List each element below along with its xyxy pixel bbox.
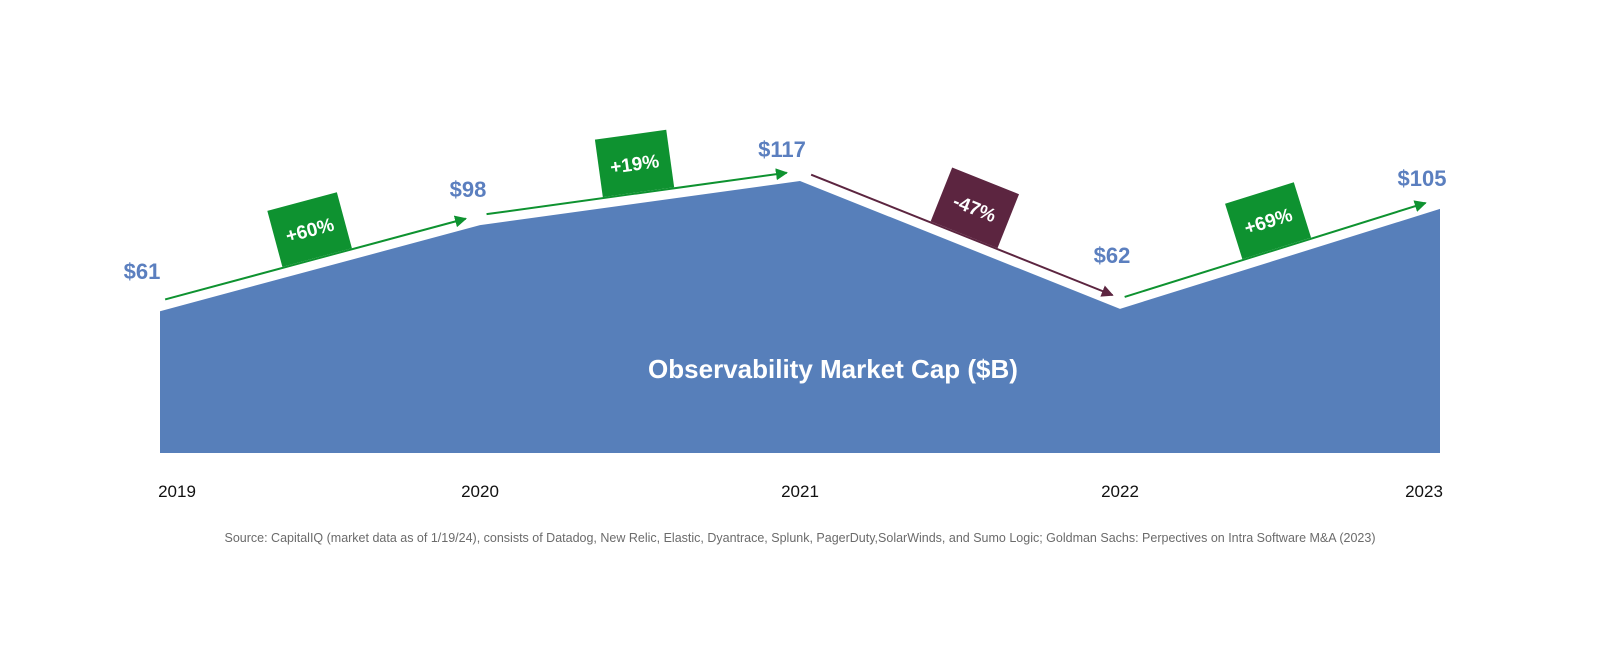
x-tick-2019: 2019 xyxy=(158,482,196,501)
series-title: Observability Market Cap ($B) xyxy=(648,354,1018,384)
change-badge-box xyxy=(594,129,675,198)
change-badge-2: +19% xyxy=(594,129,675,198)
change-badge-box xyxy=(930,167,1020,249)
change-badge-3: -47% xyxy=(930,167,1020,249)
x-tick-2020: 2020 xyxy=(461,482,499,501)
value-label-2023: $105 xyxy=(1398,166,1447,191)
change-badge-1: +60% xyxy=(267,192,352,267)
x-tick-2022: 2022 xyxy=(1101,482,1139,501)
value-label-2021: $117 xyxy=(758,137,806,162)
x-tick-2021: 2021 xyxy=(781,482,819,501)
change-badge-box xyxy=(1225,182,1312,260)
x-tick-2023: 2023 xyxy=(1405,482,1443,501)
change-badge-4: +69% xyxy=(1225,182,1312,260)
value-label-2022: $62 xyxy=(1094,243,1131,268)
market-cap-area xyxy=(160,181,1440,453)
change-arrow-2 xyxy=(486,168,788,216)
change-arrow-4 xyxy=(1124,200,1427,298)
value-label-2020: $98 xyxy=(450,177,487,202)
change-arrow-1 xyxy=(164,215,467,301)
value-label-2019: $61 xyxy=(124,259,161,284)
change-badge-box xyxy=(267,192,352,267)
change-arrow-3 xyxy=(810,173,1114,297)
source-note: Source: CapitalIQ (market data as of 1/1… xyxy=(224,531,1376,545)
